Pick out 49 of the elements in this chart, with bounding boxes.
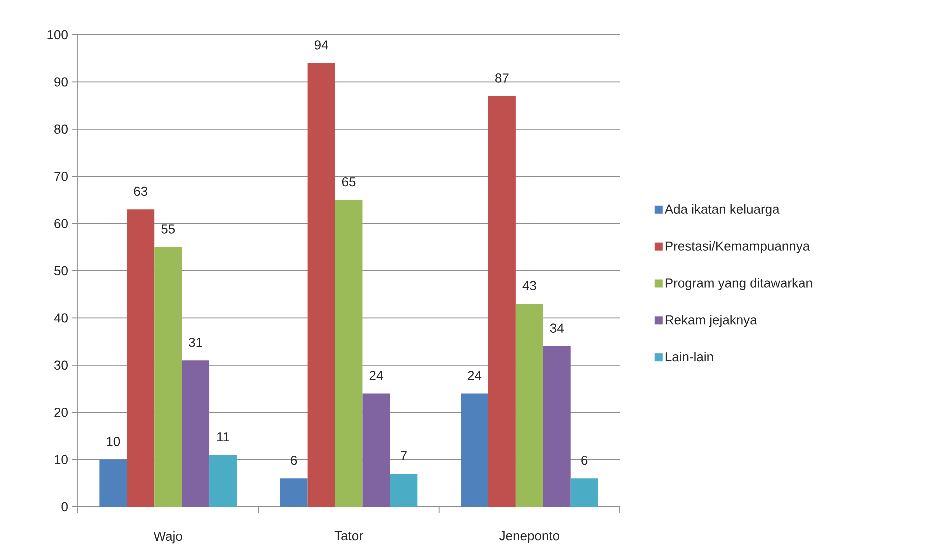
y-tick-label: 20 bbox=[54, 408, 68, 418]
x-tick-label: Wajo bbox=[154, 532, 182, 544]
bar bbox=[461, 394, 488, 507]
legend-label: Program yang ditawarkan bbox=[666, 278, 812, 290]
data-label: 6 bbox=[291, 456, 298, 466]
bar bbox=[488, 96, 516, 507]
y-tick-label: 40 bbox=[54, 314, 68, 323]
legend-label: Prestasi/Kemampuannya bbox=[666, 241, 810, 254]
bar bbox=[100, 460, 128, 507]
legend-label: Rekam jejaknya bbox=[666, 315, 758, 328]
data-label: 7 bbox=[400, 451, 407, 460]
y-tick-label: 80 bbox=[54, 124, 68, 134]
data-label: 24 bbox=[370, 371, 384, 380]
y-tick-label: 30 bbox=[54, 360, 68, 370]
y-tick-label: 60 bbox=[54, 219, 68, 228]
data-label: 6 bbox=[582, 456, 588, 466]
bar bbox=[308, 63, 336, 507]
bar bbox=[516, 304, 544, 507]
bar bbox=[210, 455, 237, 507]
data-label: 34 bbox=[550, 324, 564, 333]
data-label: 11 bbox=[218, 432, 230, 442]
bar bbox=[335, 200, 363, 507]
data-label: 24 bbox=[468, 371, 482, 380]
bar bbox=[127, 210, 155, 507]
data-label: 10 bbox=[107, 437, 120, 446]
y-tick-label: 70 bbox=[54, 172, 68, 182]
bar bbox=[154, 247, 182, 507]
bar bbox=[390, 474, 418, 507]
data-label: 43 bbox=[522, 281, 536, 291]
legend-label: Ada ikatan keluarga bbox=[664, 204, 780, 217]
bar bbox=[280, 478, 308, 507]
legend-label: Lain-lain bbox=[666, 352, 714, 362]
data-label: 55 bbox=[162, 224, 176, 234]
y-tick-label: 50 bbox=[54, 266, 68, 276]
data-label: 31 bbox=[189, 338, 202, 348]
bar bbox=[182, 360, 210, 507]
y-tick-label: 10 bbox=[54, 455, 68, 464]
x-tick-label: Tator bbox=[334, 532, 364, 541]
y-tick-label: 90 bbox=[54, 78, 68, 87]
bar bbox=[570, 478, 598, 507]
data-label: 65 bbox=[342, 177, 356, 187]
bar bbox=[362, 394, 390, 507]
data-label: 63 bbox=[134, 186, 148, 196]
y-tick-label: 100 bbox=[48, 30, 68, 40]
x-tick-label: Jeneponto bbox=[500, 532, 560, 544]
data-label: 94 bbox=[314, 40, 328, 50]
data-label: 87 bbox=[496, 74, 509, 83]
bar bbox=[543, 346, 571, 507]
y-tick-label: 0 bbox=[62, 502, 68, 512]
